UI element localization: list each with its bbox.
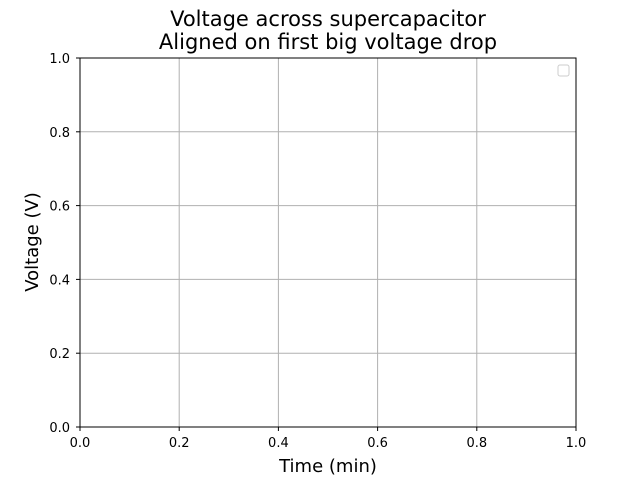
y-axis-label: Voltage (V) bbox=[22, 192, 43, 292]
x-tick-label-4: 0.8 bbox=[466, 436, 487, 451]
y-axis-ticks: 0.0 0.2 0.4 0.6 0.8 1.0 bbox=[49, 52, 80, 436]
chart-title-line-1: Voltage across supercapacitor bbox=[170, 7, 486, 31]
legend-box bbox=[557, 64, 570, 77]
axes-frame bbox=[79, 57, 577, 428]
x-tick-label-3: 0.6 bbox=[367, 436, 388, 451]
plot-area-border bbox=[79, 57, 577, 428]
x-tick-label-2: 0.4 bbox=[268, 436, 289, 451]
y-tick-label-3: 0.6 bbox=[49, 200, 70, 215]
y-tick-label-2: 0.4 bbox=[49, 273, 70, 288]
x-tick-label-5: 1.0 bbox=[566, 436, 587, 451]
y-tick-label-1: 0.2 bbox=[49, 347, 70, 362]
y-tick-label-0: 0.0 bbox=[49, 421, 70, 436]
y-tick-label-4: 0.8 bbox=[49, 126, 70, 141]
x-tick-label-0: 0.0 bbox=[70, 436, 91, 451]
x-axis-label: Time (min) bbox=[278, 456, 377, 477]
chart-title-line-2: Aligned on first big voltage drop bbox=[159, 30, 497, 54]
x-tick-label-1: 0.2 bbox=[169, 436, 190, 451]
x-axis-ticks: 0.0 0.2 0.4 0.6 0.8 1.0 bbox=[70, 427, 587, 451]
y-tick-label-5: 1.0 bbox=[49, 52, 70, 67]
